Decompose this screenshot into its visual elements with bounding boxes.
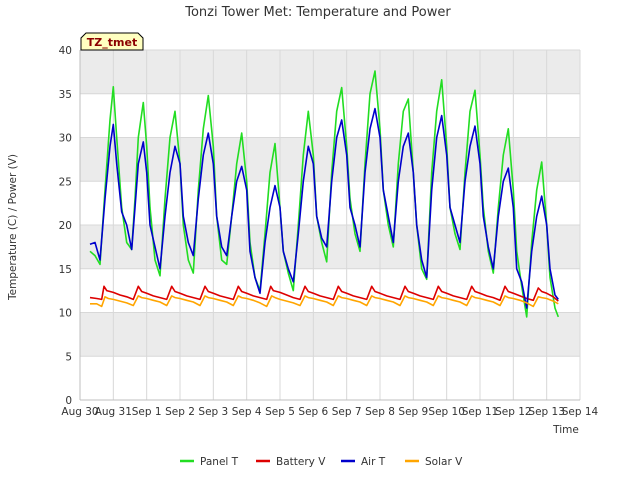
y-tick-label: 5 [65,351,72,363]
annotation-label: TZ_tmet [87,36,137,49]
legend-item-panel-t: Panel T [180,456,239,468]
chart-title: Tonzi Tower Met: Temperature and Power [184,5,451,20]
x-tick-label: Sep 6 [298,406,328,418]
x-tick-label: Sep 14 [562,406,599,418]
x-tick-label: Sep 5 [265,406,295,418]
x-tick-label: Sep 8 [365,406,395,418]
legend-item-air-t: Air T [341,456,386,468]
x-tick-label: Sep 13 [528,406,565,418]
series-line-air-t [89,107,559,309]
x-tick-label: Sep 4 [232,406,262,418]
y-tick-label: 30 [59,133,72,145]
y-tick-label: 35 [59,89,72,101]
axes-group [79,50,580,401]
plot-bands [80,50,580,357]
y-tick-label: 20 [59,220,72,232]
x-tick-label: Sep 10 [428,406,465,418]
series-line-solar-v [90,295,559,308]
y-tick-label: 10 [59,308,72,320]
annotation-background [80,32,144,51]
plot-band [80,50,580,94]
x-tick-label: Aug 30 [61,406,98,418]
y-tick-label: 15 [59,264,72,276]
series-line-battery-v [89,285,559,302]
legend-label: Air T [361,456,386,468]
legend-label: Solar V [425,456,463,468]
legend-label: Panel T [200,456,239,468]
x-axis-label: Time [552,424,579,436]
y-tick-label: 25 [59,176,72,188]
legend-item-battery-v: Battery V [256,456,326,468]
x-tick-label: Sep 1 [132,406,162,418]
y-tick-label: 40 [59,45,72,57]
x-tick-label: Sep 7 [332,406,362,418]
x-tick-label: Sep 2 [165,406,195,418]
x-tick-label: Aug 31 [95,406,132,418]
legend-label: Battery V [276,456,326,468]
plot-band [80,312,580,357]
x-tick-label: Sep 9 [398,406,428,418]
y-tick-labels: 0 5 10 15 20 25 30 35 40 [59,45,72,407]
x-tick-label: Sep 11 [462,406,499,418]
x-tick-label: Sep 12 [495,406,532,418]
y-axis-label: Temperature (C) / Power (V) [7,154,19,301]
series-group [89,70,560,318]
annotation-box: TZ_tmet [80,32,144,51]
plot-band [80,137,580,182]
x-tick-label: Sep 3 [198,406,228,418]
legend: Panel T Battery V Air T Solar V [180,456,463,468]
legend-item-solar-v: Solar V [405,456,463,468]
y-tick-label: 0 [65,395,72,407]
